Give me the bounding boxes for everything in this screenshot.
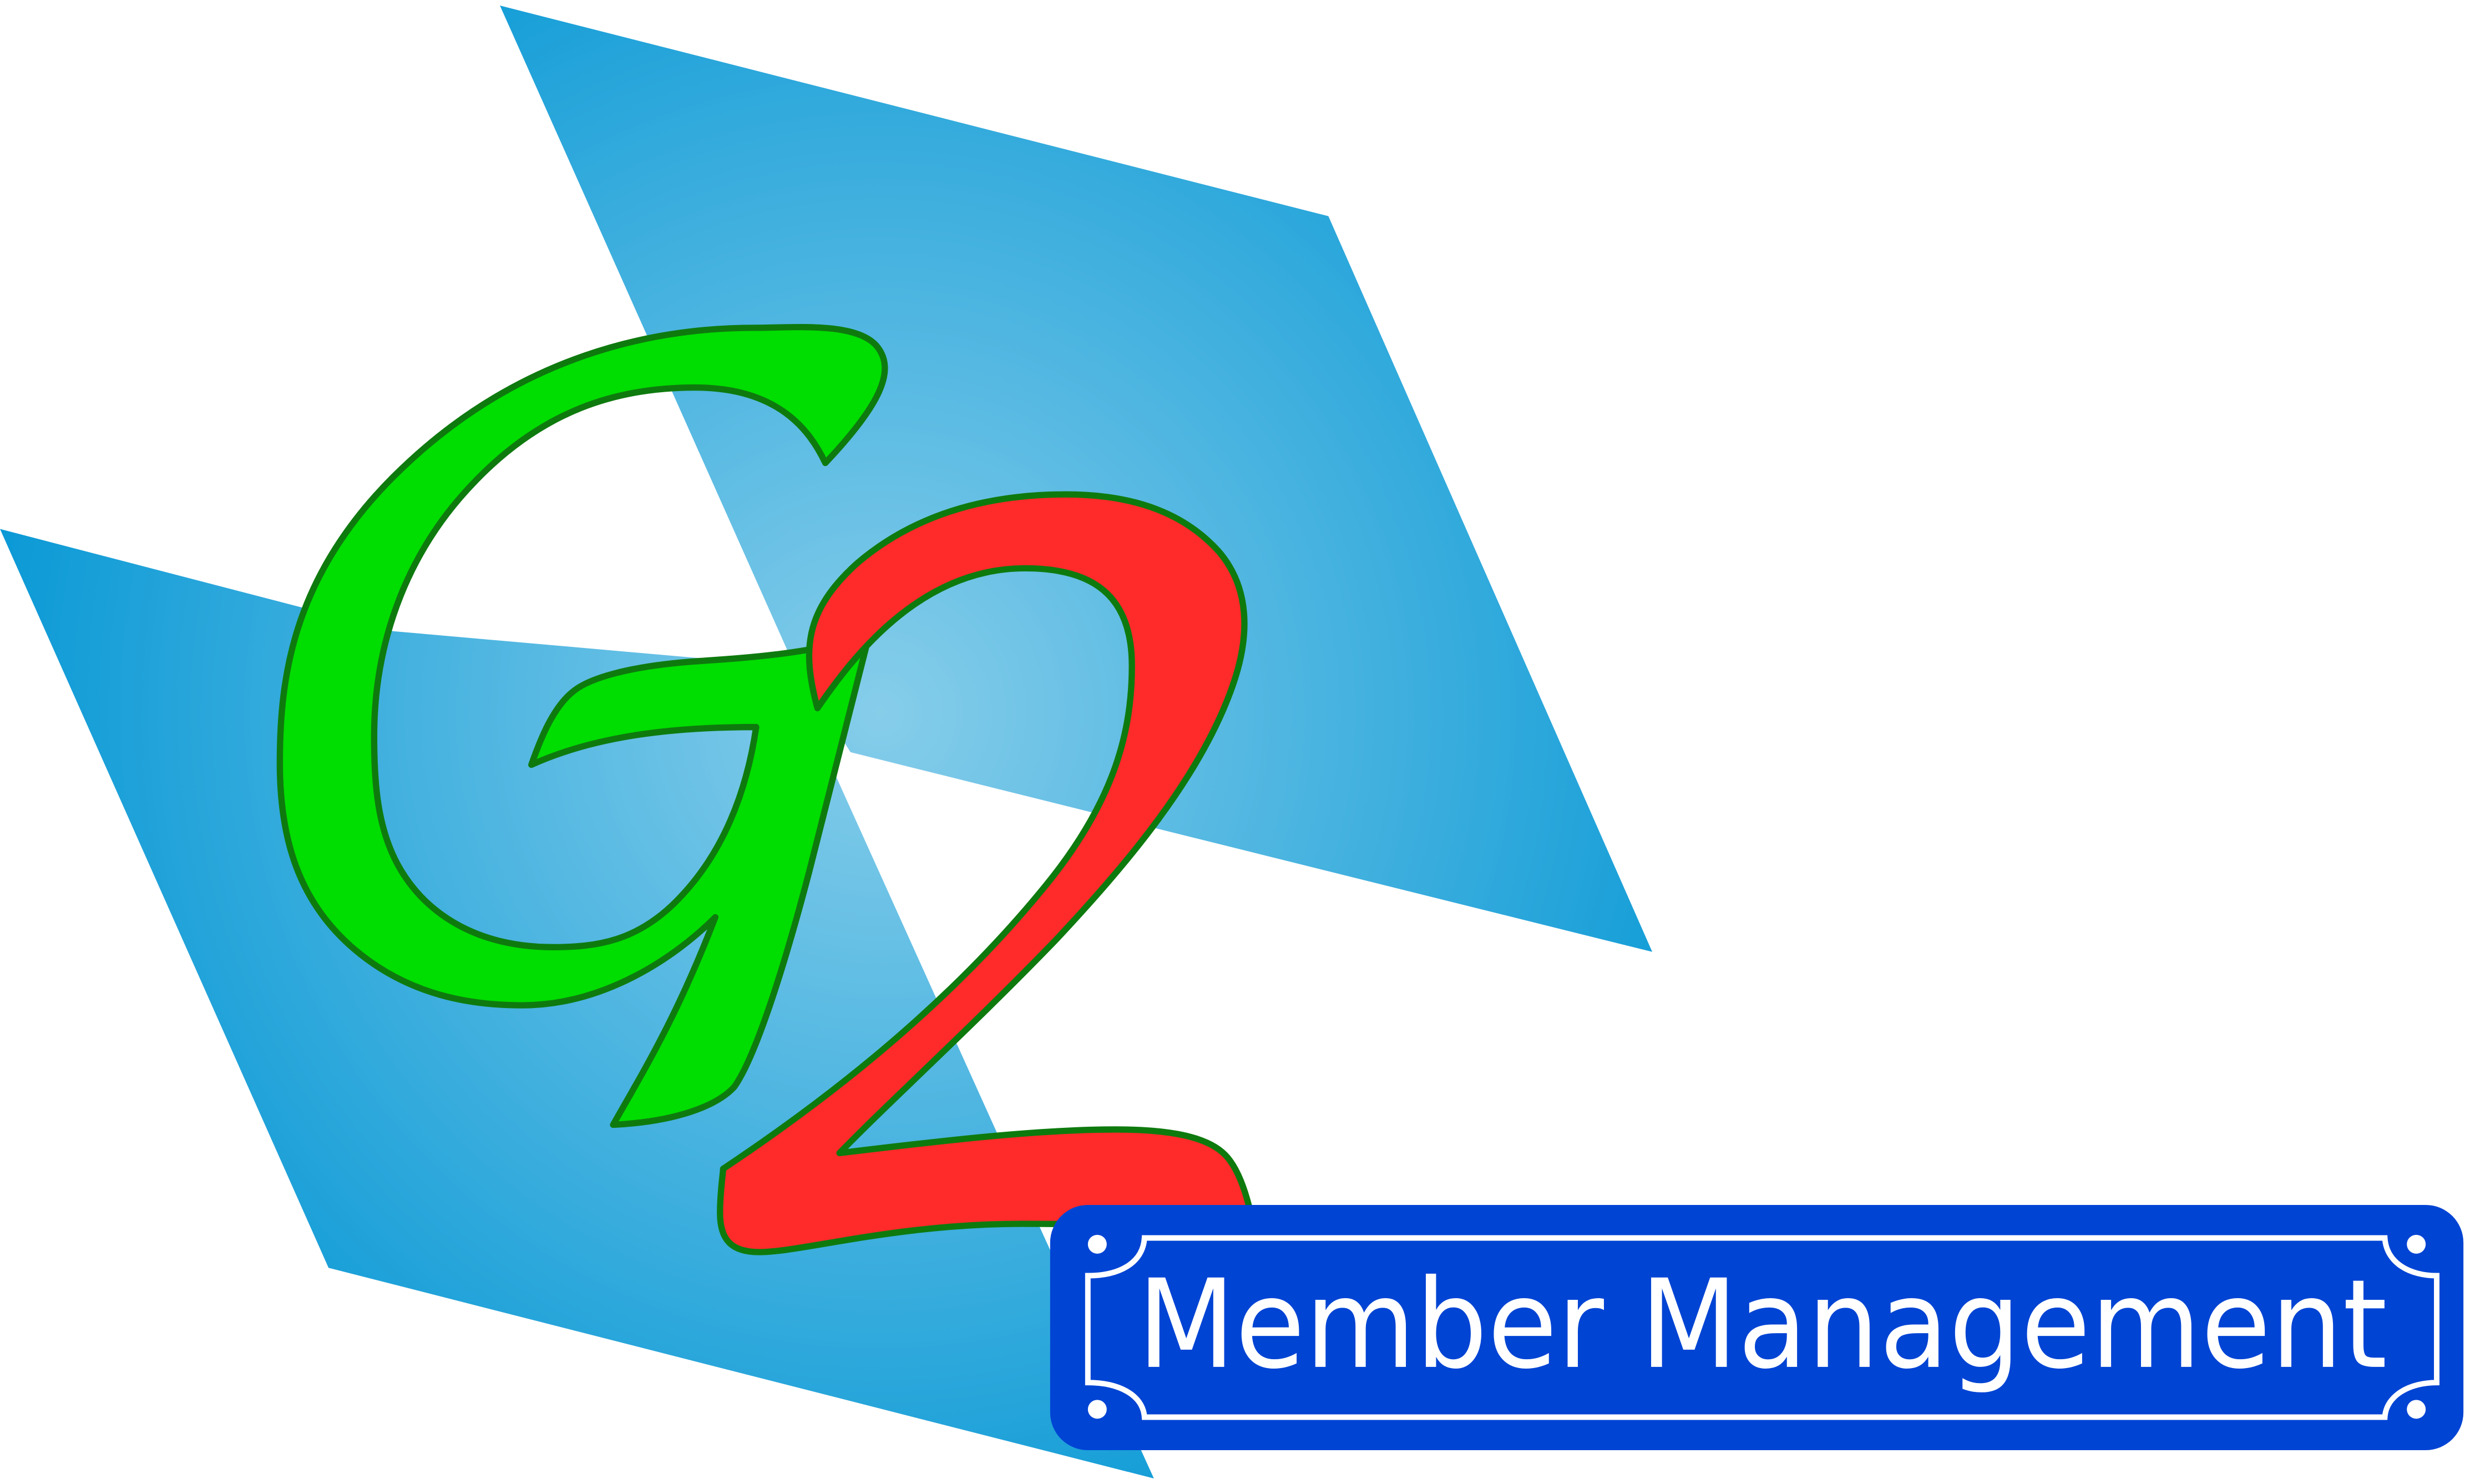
banner-frame xyxy=(1085,1235,2439,1420)
banner-rivet xyxy=(2407,1400,2426,1419)
letter-g-mark xyxy=(276,323,888,1128)
banner-rivet xyxy=(1087,1234,1107,1254)
member-management-banner: Member Management xyxy=(1050,1204,2464,1451)
banner-title: Member Management xyxy=(1137,1254,2387,1396)
banner-rivet xyxy=(2407,1234,2426,1254)
banner-background xyxy=(1050,1204,2464,1451)
upper-blue-panel xyxy=(500,5,1653,952)
banner-rivet xyxy=(1087,1400,1107,1419)
numeral-2-mark xyxy=(717,491,1261,1267)
